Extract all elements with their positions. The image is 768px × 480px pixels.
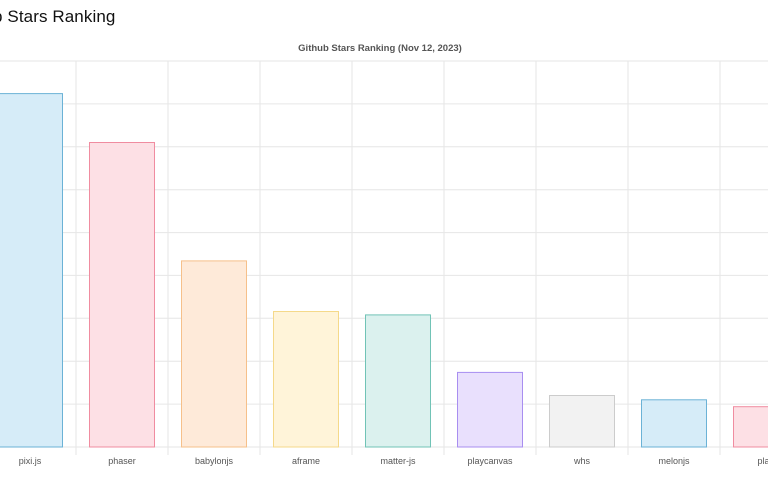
bar-playcanvas	[457, 371, 523, 448]
bar-whs	[549, 395, 615, 448]
x-tick-label: playcanvas	[467, 456, 513, 466]
x-tick-label: phaser	[108, 456, 136, 466]
x-tick-label: whs	[573, 456, 591, 466]
chart-bars	[0, 93, 768, 448]
chart-title: Github Stars Ranking (Nov 12, 2023)	[298, 43, 462, 54]
x-tick-label: pixi.js	[19, 456, 42, 466]
bar-matter-js	[365, 314, 431, 448]
bar-planck	[733, 406, 768, 448]
x-tick-label: aframe	[292, 456, 320, 466]
x-tick-label: matter-js	[380, 456, 416, 466]
x-tick-label: melonjs	[658, 456, 690, 466]
bar-melonjs	[641, 399, 707, 448]
bar-pixi-js	[0, 93, 63, 448]
page-heading: b Stars Ranking	[0, 7, 116, 26]
chart-x-tick-labels: pixi.js phaser babylonjs aframe matter-js pla…	[19, 456, 768, 466]
bar-aframe	[273, 311, 339, 448]
x-tick-label: plan	[757, 456, 768, 466]
bar-phaser	[89, 142, 155, 448]
x-tick-label: babylonjs	[195, 456, 234, 466]
bar-babylonjs	[181, 260, 247, 448]
